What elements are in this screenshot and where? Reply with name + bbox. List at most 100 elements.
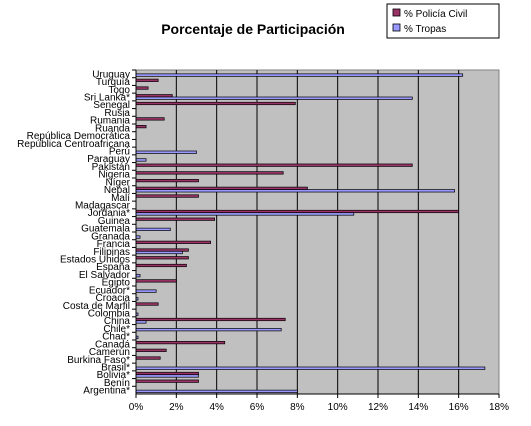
category-label: Senegal [93,100,130,111]
bar-policia-civil-guinea [135,217,216,221]
bar-policia-civil-turquia [135,78,159,82]
bar-policia-civil-camerun [135,348,167,352]
category-label: Rumania [90,116,130,127]
legend-label-tropas: % Tropas [404,24,446,35]
category-label: Colombia [88,309,131,320]
category-label: China [104,316,131,327]
category-label: Madagascar [75,201,131,212]
category-label: Nigeria [98,170,130,181]
category-label: El Salvador [79,270,131,281]
bar-policia-civil-bolivia [135,371,199,376]
chart-title: Porcentaje de Participación [161,21,345,37]
bar-policia-civil-nigeria [135,171,284,175]
x-tick-label: 6% [250,402,265,413]
category-label: Perú [109,147,130,158]
category-label: Brasil* [101,363,130,374]
legend-box [386,3,500,39]
x-tick-label: 18% [489,402,509,413]
bar-policia-civil-china [135,317,286,322]
bar-policia-civil-francia [135,240,211,244]
category-label: Ruanda [95,123,130,134]
category-label: Guinea [98,216,131,227]
category-label: Guatemala [81,224,130,235]
category-label: Francia [97,239,131,250]
legend-swatch-tropas [392,23,401,32]
bar-tropas-sri-lanka [135,96,413,100]
bar-tropas-filipinas [135,250,183,255]
category-label: Filipinas [93,247,130,258]
bar-policia-civil-mali [135,194,199,198]
category-label: Chile* [103,324,130,335]
category-label: Níger [106,177,131,188]
category-label: Rusia [104,108,130,119]
category-label: Camerún [89,347,130,358]
category-label: Paraguay [87,154,130,165]
category-label: Turquía [96,77,131,88]
bar-tropas-china [135,320,147,324]
bar-tropas-bolivia [135,374,199,378]
bar-tropas-paraguay [135,158,147,162]
bar-policia-civil-niger [135,179,199,183]
category-label: España [96,262,130,273]
category-label: Egipto [102,278,131,289]
bar-policia-civil-espana [135,263,187,268]
bar-policia-civil-costa-de-marfil [135,302,159,306]
category-label: Jordania* [88,208,130,219]
category-label: Malí [111,193,130,204]
x-tick-label: 2% [169,402,184,413]
category-label: Croacia [96,293,131,304]
category-label: Estados Unidos [60,255,130,266]
bar-policia-civil-burkina-faso [135,356,161,360]
x-tick-label: 16% [449,402,469,413]
x-tick-label: 10% [328,402,348,413]
category-label: Benín [104,378,130,389]
bar-policia-civil-benin [135,379,199,383]
x-tick-label: 12% [368,402,388,413]
bar-tropas-guatemala [135,227,171,231]
x-tick-label: 8% [290,402,305,413]
bar-tropas-brasil [135,366,486,370]
legend: % Policía Civil % Tropas [386,3,500,39]
x-tick-label: 14% [408,402,428,413]
bar-policia-civil-jordania [135,209,460,214]
category-label: República Centroafricana [17,139,130,150]
bar-policia-civil-estados-unidos [135,256,189,260]
bar-policia-civil-senegal [135,101,296,106]
bar-tropas-ecuador [135,289,157,293]
bar-tropas-uruguay [135,73,464,77]
bar-tropas-nepal [135,189,455,193]
category-label: República Democrática [27,131,131,142]
category-label: Bolivia* [97,370,130,381]
bar-policia-civil-sri-lanka [135,94,173,98]
category-label: Togo [108,85,130,96]
category-label: Uruguay [92,69,130,80]
bar-policia-civil-nepal [135,186,308,190]
legend-swatch-policia-civil [392,8,401,17]
bar-policia-civil-rumania [135,117,165,121]
category-label: Ecuador* [89,285,130,296]
x-tick-label: 4% [209,402,224,413]
category-label: Costa de Marfil [63,301,130,312]
category-label: Granada [91,231,130,242]
bar-policia-civil-pakistan [135,163,413,167]
bar-tropas-granada [135,235,141,239]
category-label: Canadá [95,339,130,350]
category-label: Burkina Faso* [67,355,130,366]
bar-tropas-peru [135,150,197,154]
bar-tropas-jordania [135,212,355,216]
category-label: Sri Lanka* [84,93,130,104]
bar-policia-civil-canada [135,341,226,345]
bar-tropas-argentina [135,389,298,393]
category-label: Pakistán [92,162,130,173]
legend-label-policia-civil: % Policía Civil [404,9,467,20]
bar-policia-civil-egipto [135,279,177,283]
x-tick-label: 0% [129,402,144,413]
bar-policia-civil-ruanda [135,125,147,129]
bar-policia-civil-filipinas [135,248,189,252]
category-label: Argentina* [83,386,130,397]
bar-policia-civil-togo [135,86,149,90]
bar-tropas-chile [135,328,282,332]
plot-area: 0% 2% 4% 6% 8% 10% 12% 14% 16% 18% UruguayTurquíaT… [17,69,509,413]
bar-tropas-el-salvador [135,274,141,278]
